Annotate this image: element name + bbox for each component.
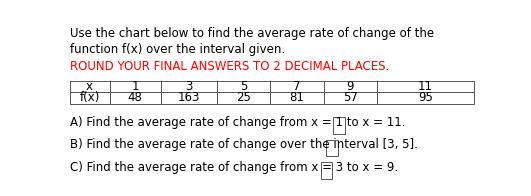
Bar bbox=[161, 92, 217, 103]
Bar bbox=[326, 140, 338, 156]
Bar bbox=[70, 92, 109, 103]
Bar bbox=[70, 81, 109, 92]
Text: 1: 1 bbox=[132, 80, 139, 93]
Text: x: x bbox=[86, 80, 93, 93]
Bar bbox=[377, 81, 474, 92]
Text: B) Find the average rate of change over the interval [3, 5].: B) Find the average rate of change over … bbox=[70, 138, 417, 151]
Text: C) Find the average rate of change from x = 3 to x = 9.: C) Find the average rate of change from … bbox=[70, 161, 398, 174]
Text: 3: 3 bbox=[185, 80, 193, 93]
Text: 81: 81 bbox=[289, 91, 304, 104]
Text: f(x): f(x) bbox=[80, 91, 100, 104]
Text: 48: 48 bbox=[128, 91, 143, 104]
Text: A) Find the average rate of change from x = 1 to x = 11.: A) Find the average rate of change from … bbox=[70, 116, 405, 129]
Bar bbox=[270, 92, 323, 103]
Text: 95: 95 bbox=[418, 91, 433, 104]
Bar bbox=[321, 162, 332, 179]
Text: 5: 5 bbox=[239, 80, 247, 93]
Bar bbox=[270, 81, 323, 92]
Bar bbox=[161, 81, 217, 92]
Bar bbox=[333, 117, 345, 134]
Bar bbox=[109, 81, 161, 92]
Text: 57: 57 bbox=[343, 91, 358, 104]
Bar bbox=[109, 92, 161, 103]
Text: Use the chart below to find the average rate of change of the: Use the chart below to find the average … bbox=[70, 26, 434, 40]
Bar bbox=[323, 92, 377, 103]
Bar bbox=[217, 81, 270, 92]
Bar bbox=[217, 92, 270, 103]
Text: ROUND YOUR FINAL ANSWERS TO 2 DECIMAL PLACES.: ROUND YOUR FINAL ANSWERS TO 2 DECIMAL PL… bbox=[70, 61, 389, 74]
Text: 9: 9 bbox=[347, 80, 354, 93]
Text: 163: 163 bbox=[177, 91, 200, 104]
Text: 11: 11 bbox=[418, 80, 433, 93]
Bar bbox=[377, 92, 474, 103]
Text: 25: 25 bbox=[236, 91, 251, 104]
Text: function f(x) over the interval given.: function f(x) over the interval given. bbox=[70, 43, 285, 56]
Text: 7: 7 bbox=[293, 80, 301, 93]
Bar bbox=[323, 81, 377, 92]
